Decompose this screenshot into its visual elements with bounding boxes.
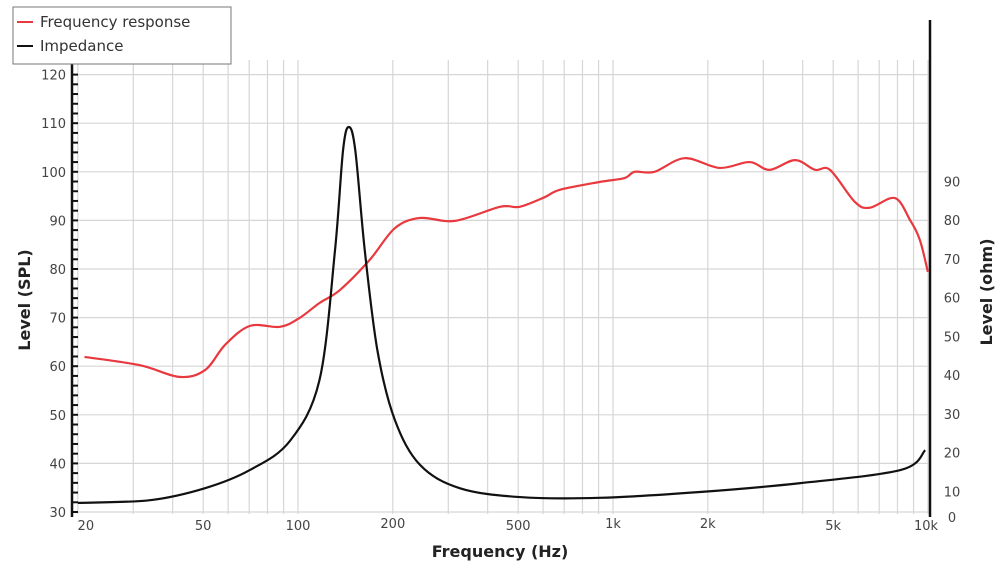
y2-tick-label: 90 — [944, 175, 961, 190]
series-lines — [77, 125, 929, 504]
y-tick-label: 50 — [49, 409, 66, 424]
x-axis-label: Frequency (Hz) — [432, 542, 569, 561]
y2-tick-label: 30 — [944, 408, 961, 423]
legend-label-impedance: Impedance — [40, 37, 123, 55]
y-tick-label: 120 — [41, 69, 66, 84]
y-tick-label: 40 — [49, 457, 66, 472]
x-tick-label: 10k — [914, 519, 939, 534]
y-tick-label: 30 — [49, 506, 66, 521]
x-tick-label: 2k — [700, 517, 716, 532]
impedance-line — [77, 125, 927, 504]
y2-tick-label: 60 — [944, 292, 961, 307]
y2-tick-label: 40 — [944, 369, 961, 384]
y-axis-label: Level (SPL) — [15, 249, 34, 350]
x-tick-label: 100 — [286, 519, 311, 534]
y-tick-label: 70 — [49, 312, 66, 327]
y2-tick-label: 70 — [944, 253, 961, 268]
x-tick-label: 1k — [605, 517, 621, 532]
y2-tick-label: 80 — [944, 214, 961, 229]
legend-box — [12, 6, 232, 65]
x-tick-label: 500 — [506, 519, 531, 534]
x-tick-label: 50 — [195, 519, 212, 534]
y2-tick-label: 20 — [944, 447, 961, 462]
legend-label-frequency-response: Frequency response — [40, 13, 190, 31]
y-tick-label: 90 — [49, 214, 66, 229]
y2-tick-label: 50 — [944, 330, 961, 345]
x-tick-label: 20 — [78, 519, 95, 534]
y-tick-label: 80 — [49, 263, 66, 278]
y2-tick-label: 10 — [944, 485, 961, 500]
x-tick-label: 5k — [825, 519, 841, 534]
grid — [72, 60, 930, 514]
y2-axis-label: Level (ohm) — [977, 238, 996, 345]
y-tick-label: 110 — [41, 117, 66, 132]
y2-tick-label: 0 — [948, 511, 956, 526]
y-tick-label: 60 — [49, 360, 66, 375]
axes: 30 40 50 60 70 80 90 100 110 120 0 10 20 30 40 50 60 70 80… — [41, 20, 960, 534]
x-tick-label: 200 — [380, 517, 405, 532]
y-tick-label: 100 — [41, 166, 66, 181]
legend: Frequency response Impedance — [12, 6, 232, 65]
frequency-response-line — [84, 157, 929, 379]
